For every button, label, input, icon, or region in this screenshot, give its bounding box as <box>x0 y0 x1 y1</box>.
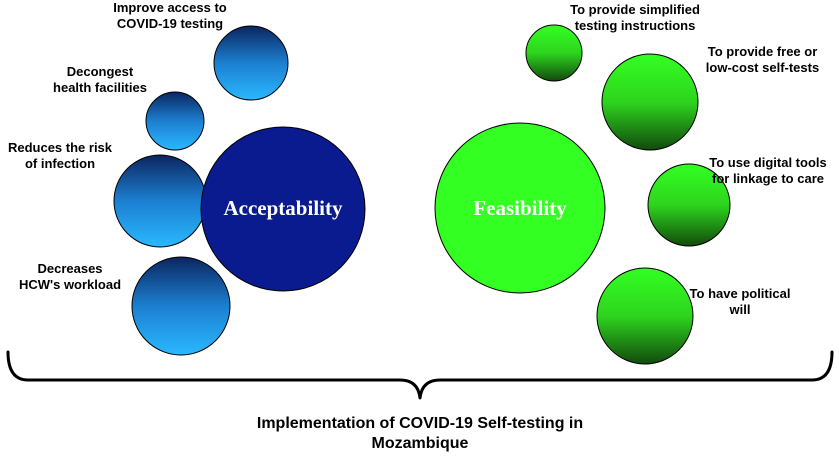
acceptability-bubble-decongest <box>145 91 205 151</box>
acceptability-factor-access-line1: Improve access to <box>113 0 227 15</box>
feasibility-factor-label-political: To have political will <box>680 286 800 318</box>
feasibility-factor-label-instructions: To provide simplified testing instructio… <box>555 2 715 34</box>
grouping-brace <box>6 350 834 400</box>
acceptability-factor-label-decongest: Decongest health facilities <box>30 64 170 96</box>
acceptability-bubble-access <box>213 25 289 101</box>
acceptability-title: Acceptability <box>223 196 343 220</box>
feasibility-factor-political-line1: To have political <box>689 286 791 301</box>
acceptability-factor-decongest-line1: Decongest <box>66 64 134 79</box>
feasibility-bubble-political <box>596 267 694 365</box>
feasibility-factor-label-digital: To use digital tools for linkage to care <box>698 155 838 187</box>
diagram-caption: Implementation of COVID-19 Self-testing … <box>170 414 670 454</box>
acceptability-factor-label-infection: Reduces the risk of infection <box>0 140 120 172</box>
acceptability-main-bubble <box>200 126 366 292</box>
feasibility-bubble-digital <box>647 163 731 247</box>
feasibility-factor-label-cost: To provide free or low-cost self-tests <box>690 44 835 76</box>
acceptability-factor-access-line2: COVID-19 testing <box>116 16 224 31</box>
acceptability-factor-infection-line2: of infection <box>24 156 96 171</box>
feasibility-title: Feasibility <box>473 196 567 220</box>
acceptability-factor-label-access: Improve access to COVID-19 testing <box>100 0 240 32</box>
acceptability-factor-label-workload: Decreases HCW's workload <box>0 261 140 293</box>
acceptability-factor-infection-line1: Reduces the risk <box>7 140 113 155</box>
feasibility-factor-cost-line1: To provide free or <box>707 44 818 59</box>
acceptability-bubble-infection <box>113 154 207 248</box>
acceptability-factor-decongest-line2: health facilities <box>53 80 147 95</box>
diagram-caption-line2: Mozambique <box>371 435 469 452</box>
feasibility-bubble-instructions <box>525 24 583 82</box>
acceptability-bubble-workload <box>131 256 231 356</box>
feasibility-factor-instructions-line1: To provide simplified <box>570 2 700 17</box>
feasibility-factor-instructions-line2: testing instructions <box>574 18 696 33</box>
feasibility-factor-cost-line2: low-cost self-tests <box>705 60 820 75</box>
feasibility-main-bubble <box>434 122 606 294</box>
feasibility-factor-digital-line1: To use digital tools <box>709 155 827 170</box>
acceptability-factor-workload-line2: HCW's workload <box>18 277 122 292</box>
feasibility-bubble-cost <box>601 53 699 151</box>
acceptability-factor-workload-line1: Decreases <box>37 261 103 276</box>
feasibility-factor-political-line2: will <box>729 302 751 317</box>
diagram-caption-line1: Implementation of COVID-19 Self-testing … <box>256 415 584 432</box>
feasibility-factor-digital-line2: for linkage to care <box>712 171 824 186</box>
